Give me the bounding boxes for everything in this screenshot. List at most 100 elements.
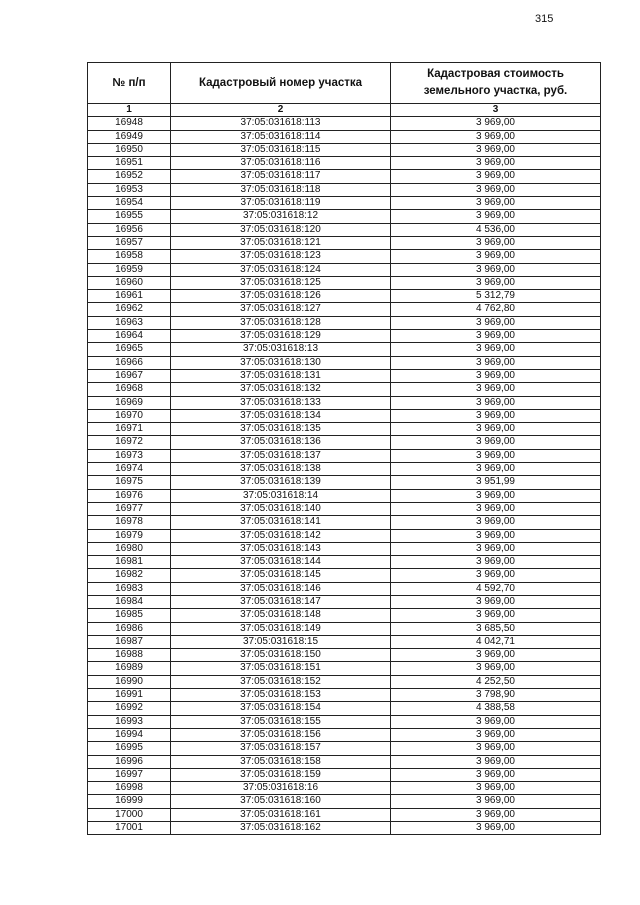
table-row: 16956 37:05:031618:120 4 536,00 <box>87 222 601 237</box>
column-number: 1 <box>87 102 171 118</box>
row-number: 16958 <box>87 249 171 264</box>
row-number: 16966 <box>87 355 171 370</box>
row-number: 16955 <box>87 209 171 224</box>
table-row: 16995 37:05:031618:157 3 969,00 <box>87 741 601 756</box>
row-number: 16982 <box>87 568 171 583</box>
row-number: 16976 <box>87 488 171 503</box>
cadastral-number: 37:05:031618:136 <box>170 435 391 450</box>
cadastral-value: 3 969,00 <box>390 368 601 384</box>
cadastral-value: 3 969,00 <box>390 422 601 437</box>
cadastral-number: 37:05:031618:161 <box>170 807 391 823</box>
table-row: 16960 37:05:031618:125 3 969,00 <box>87 275 601 291</box>
row-number: 16973 <box>87 448 171 464</box>
cadastral-value: 3 969,00 <box>390 501 601 517</box>
cadastral-number: 37:05:031618:139 <box>170 475 391 490</box>
row-number: 16983 <box>87 581 171 596</box>
row-number: 16974 <box>87 462 171 477</box>
cadastral-number: 37:05:031618:144 <box>170 555 391 570</box>
cadastral-value: 3 969,00 <box>390 435 601 450</box>
row-number: 16986 <box>87 621 171 636</box>
cadastral-number: 37:05:031618:116 <box>170 156 391 171</box>
cadastral-number: 37:05:031618:138 <box>170 462 391 477</box>
table-row: 16972 37:05:031618:136 3 969,00 <box>87 435 601 450</box>
row-number: 16956 <box>87 222 171 237</box>
row-number: 16997 <box>87 767 171 783</box>
table-row: 16993 37:05:031618:155 3 969,00 <box>87 714 601 729</box>
cadastral-value: 3 969,00 <box>390 182 601 198</box>
row-number: 16995 <box>87 741 171 756</box>
table-row: 16959 37:05:031618:124 3 969,00 <box>87 262 601 277</box>
cadastral-value: 3 969,00 <box>390 781 601 796</box>
cadastral-number: 37:05:031618:131 <box>170 368 391 384</box>
row-number: 16992 <box>87 701 171 716</box>
cadastral-number: 37:05:031618:124 <box>170 262 391 277</box>
cadastral-number: 37:05:031618:128 <box>170 315 391 331</box>
header-cell: № п/п <box>87 62 171 104</box>
table-row: 16982 37:05:031618:145 3 969,00 <box>87 568 601 583</box>
row-number: 16965 <box>87 342 171 357</box>
cadastral-value: 3 969,00 <box>390 807 601 823</box>
table-row: 16973 37:05:031618:137 3 969,00 <box>87 448 601 464</box>
row-number: 16989 <box>87 661 171 676</box>
table-row: 16978 37:05:031618:141 3 969,00 <box>87 515 601 530</box>
row-number: 16969 <box>87 395 171 410</box>
cadastral-number: 37:05:031618:157 <box>170 741 391 756</box>
cadastral-value: 3 969,00 <box>390 515 601 530</box>
table-row: 16948 37:05:031618:113 3 969,00 <box>87 116 601 131</box>
cadastral-number: 37:05:031618:148 <box>170 608 391 623</box>
cadastral-value: 3 969,00 <box>390 528 601 543</box>
cadastral-number: 37:05:031618:160 <box>170 794 391 809</box>
cadastral-value: 3 969,00 <box>390 235 601 251</box>
column-number: 2 <box>170 102 391 118</box>
row-number: 16950 <box>87 142 171 158</box>
table-row: 16999 37:05:031618:160 3 969,00 <box>87 794 601 809</box>
table-row: 16997 37:05:031618:159 3 969,00 <box>87 767 601 783</box>
table-row: 16954 37:05:031618:119 3 969,00 <box>87 196 601 211</box>
cadastral-number: 37:05:031618:132 <box>170 382 391 397</box>
cadastral-value: 4 592,70 <box>390 581 601 596</box>
row-number: 16964 <box>87 329 171 344</box>
table-row: 16983 37:05:031618:146 4 592,70 <box>87 581 601 596</box>
row-number: 16951 <box>87 156 171 171</box>
cadastral-value: 4 536,00 <box>390 222 601 237</box>
table-row: 16974 37:05:031618:138 3 969,00 <box>87 462 601 477</box>
table-row: 17001 37:05:031618:162 3 969,00 <box>87 821 601 836</box>
cadastral-value: 4 042,71 <box>390 634 601 650</box>
row-number: 16948 <box>87 116 171 131</box>
cadastral-value: 3 969,00 <box>390 767 601 783</box>
cadastral-number: 37:05:031618:127 <box>170 302 391 317</box>
cadastral-value: 3 969,00 <box>390 568 601 583</box>
cadastral-number: 37:05:031618:130 <box>170 355 391 370</box>
row-number: 17000 <box>87 807 171 823</box>
cadastral-value: 3 798,90 <box>390 688 601 703</box>
table-row: 16967 37:05:031618:131 3 969,00 <box>87 368 601 384</box>
cadastral-number: 37:05:031618:134 <box>170 408 391 424</box>
cadastral-number: 37:05:031618:117 <box>170 169 391 184</box>
cadastral-number: 37:05:031618:118 <box>170 182 391 198</box>
row-number: 16962 <box>87 302 171 317</box>
row-number: 16984 <box>87 594 171 610</box>
table-row: 16990 37:05:031618:152 4 252,50 <box>87 674 601 690</box>
cadastral-number: 37:05:031618:113 <box>170 116 391 131</box>
cadastral-number: 37:05:031618:115 <box>170 142 391 158</box>
cadastral-value: 3 969,00 <box>390 714 601 729</box>
cadastral-value: 3 969,00 <box>390 594 601 610</box>
cadastral-value: 4 762,80 <box>390 302 601 317</box>
table-row: 16996 37:05:031618:158 3 969,00 <box>87 754 601 769</box>
table-row: 16951 37:05:031618:116 3 969,00 <box>87 156 601 171</box>
cadastral-value: 3 969,00 <box>390 727 601 743</box>
row-number: 16977 <box>87 501 171 517</box>
row-number: 16993 <box>87 714 171 729</box>
cadastral-number: 37:05:031618:13 <box>170 342 391 357</box>
table-row: 16979 37:05:031618:142 3 969,00 <box>87 528 601 543</box>
cadastral-value: 3 969,00 <box>390 169 601 184</box>
cadastral-number: 37:05:031618:137 <box>170 448 391 464</box>
cadastral-number: 37:05:031618:129 <box>170 329 391 344</box>
row-number: 16978 <box>87 515 171 530</box>
row-number: 16957 <box>87 235 171 251</box>
table-row: 16994 37:05:031618:156 3 969,00 <box>87 727 601 743</box>
row-number: 16952 <box>87 169 171 184</box>
cadastral-value: 3 951,99 <box>390 475 601 490</box>
table-row: 16955 37:05:031618:12 3 969,00 <box>87 209 601 224</box>
row-number: 16991 <box>87 688 171 703</box>
